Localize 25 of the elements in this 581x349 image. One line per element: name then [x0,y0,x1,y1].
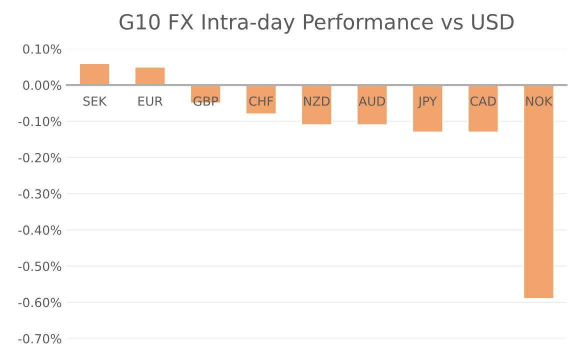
bar [300,84,333,126]
y-tick-label: -0.70% [18,334,62,344]
x-tick-label: NOK [526,96,553,106]
y-tick-label: 0.00% [23,80,62,90]
y-tick-label: -0.20% [18,152,62,162]
bar [78,62,111,86]
x-tick-label: CHF [249,96,274,106]
y-tick-label: 0.10% [23,44,62,54]
bar [522,84,555,300]
bar [467,84,500,133]
x-tick-label: CAD [470,96,496,106]
y-tick-label: -0.10% [18,116,62,126]
bar [134,66,166,86]
y-tick-label: -0.50% [18,262,62,272]
bar [412,84,444,133]
y-tick-label: -0.40% [18,225,62,235]
bar [356,84,388,126]
y-tick-label: -0.60% [18,298,62,308]
x-tick-label: EUR [138,96,163,106]
x-tick-label: JPY [418,96,437,108]
x-tick-label: NZD [304,96,330,106]
chart-title: G10 FX Intra-day Performance vs USD [120,14,514,34]
x-tick-label: SEK [83,96,107,106]
x-tick-label: AUD [358,96,386,106]
y-tick-label: -0.30% [18,189,62,199]
